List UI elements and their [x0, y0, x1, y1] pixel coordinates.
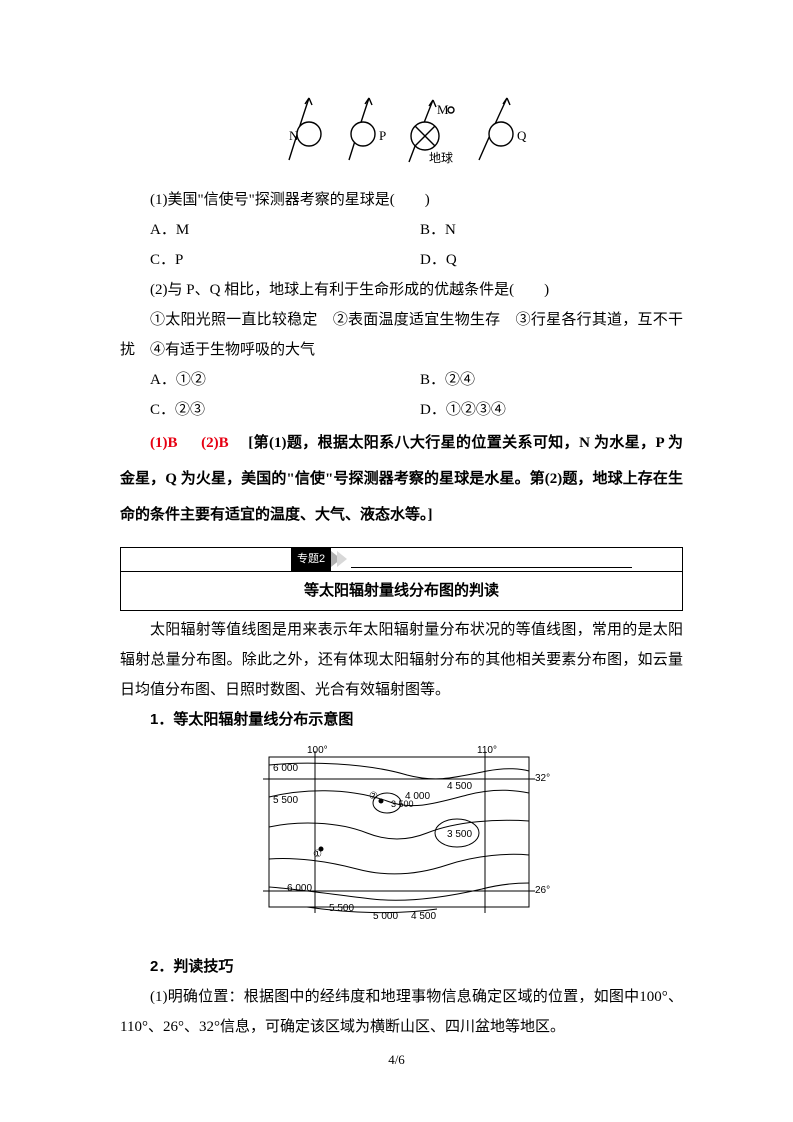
svg-text:P: P: [379, 128, 386, 143]
topic-banner: 专题2 等太阳辐射量线分布图的判读: [120, 547, 683, 611]
planet-orbit-figure: N P M 地球 Q: [120, 90, 683, 179]
svg-text:4 500: 4 500: [411, 911, 436, 922]
svg-text:M: M: [437, 102, 449, 117]
banner-top-row: 专题2: [121, 548, 682, 572]
q1-row-cd: C．P D．Q: [150, 245, 683, 275]
q1-opt-d: D．Q: [420, 245, 457, 275]
answer-1: (1)B: [150, 435, 178, 451]
q2-row-ab: A．①② B．②④: [150, 365, 683, 395]
svg-text:N: N: [289, 128, 299, 143]
svg-text:3 500: 3 500: [447, 829, 472, 840]
svg-text:①: ①: [313, 849, 322, 860]
q1-stem: (1)美国"信使号"探测器考察的星球是( ): [120, 185, 683, 215]
svg-text:6 000: 6 000: [287, 883, 312, 894]
section-1-title: 1．等太阳辐射量线分布示意图: [120, 705, 683, 735]
section-2-p1: (1)明确位置：根据图中的经纬度和地理事物信息确定区域的位置，如图中100°、1…: [120, 982, 683, 1042]
svg-text:3 500: 3 500: [391, 799, 414, 809]
answer-2: (2)B: [201, 435, 229, 451]
q1-opt-c: C．P: [150, 245, 420, 275]
banner-title: 等太阳辐射量线分布图的判读: [121, 572, 682, 610]
q2-statements: ①太阳光照一直比较稳定 ②表面温度适宜生物生存 ③行星各行其道，互不干扰 ④有适…: [120, 305, 683, 365]
svg-text:②: ②: [369, 791, 378, 802]
svg-text:地球: 地球: [429, 151, 453, 165]
q2-stem: (2)与 P、Q 相比，地球上有利于生命形成的优越条件是( ): [120, 275, 683, 305]
svg-text:6 000: 6 000: [273, 763, 298, 774]
banner-tag: 专题2: [291, 551, 347, 567]
svg-text:110°: 110°: [477, 745, 497, 756]
banner-tag-label: 专题2: [291, 547, 331, 571]
page-number: 4/6: [0, 1052, 793, 1068]
q1-opt-b: B．N: [420, 215, 456, 245]
intro-paragraph: 太阳辐射等值线图是用来表示年太阳辐射量分布状况的等值线图，常用的是太阳辐射总量分…: [120, 615, 683, 705]
contour-map-figure: 100° 110° 32° 26° 6 000 5 500 4 000 4 50…: [120, 741, 683, 942]
q2-row-cd: C．②③ D．①②③④: [150, 395, 683, 425]
banner-underline: [351, 567, 632, 568]
chevron-icon: [337, 551, 347, 567]
answer-explanation: (1)B (2)B [第(1)题，根据太阳系八大行星的位置关系可知，N 为水星，…: [120, 425, 683, 533]
svg-text:32°: 32°: [535, 773, 550, 784]
svg-text:5 500: 5 500: [273, 795, 298, 806]
svg-text:26°: 26°: [535, 885, 550, 896]
q2-opt-d: D．①②③④: [420, 395, 506, 425]
svg-text:Q: Q: [517, 128, 527, 143]
q2-opt-b: B．②④: [420, 365, 475, 395]
svg-text:5 000: 5 000: [373, 911, 398, 922]
section-2-title: 2．判读技巧: [120, 952, 683, 982]
q1-opt-a: A．M: [150, 215, 420, 245]
q2-opt-a: A．①②: [150, 365, 420, 395]
q2-opt-c: C．②③: [150, 395, 420, 425]
svg-text:5 500: 5 500: [329, 903, 354, 914]
q1-row-ab: A．M B．N: [150, 215, 683, 245]
page-content: N P M 地球 Q (1)美: [0, 0, 793, 1102]
svg-text:100°: 100°: [307, 745, 328, 756]
svg-text:4 500: 4 500: [447, 781, 472, 792]
